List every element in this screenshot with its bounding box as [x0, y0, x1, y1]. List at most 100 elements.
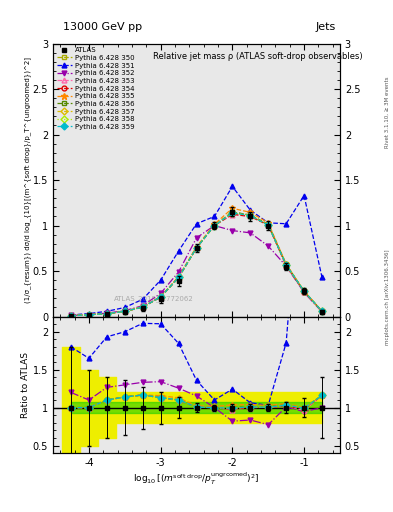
Pythia 6.428 358: [69, 313, 73, 319]
Pythia 6.428 351: [176, 248, 181, 254]
Pythia 6.428 357: [140, 304, 145, 310]
Pythia 6.428 354: [122, 308, 127, 314]
Pythia 6.428 357: [69, 313, 73, 319]
Pythia 6.428 356: [86, 312, 91, 318]
Pythia 6.428 351: [266, 220, 270, 226]
Pythia 6.428 351: [158, 277, 163, 283]
Pythia 6.428 359: [284, 262, 288, 268]
Pythia 6.428 353: [194, 245, 199, 251]
Pythia 6.428 353: [230, 211, 235, 218]
Pythia 6.428 354: [86, 312, 91, 318]
Pythia 6.428 354: [176, 274, 181, 281]
Pythia 6.428 355: [284, 261, 288, 267]
Pythia 6.428 352: [320, 309, 324, 315]
Pythia 6.428 359: [69, 313, 73, 319]
Pythia 6.428 351: [105, 308, 109, 314]
Pythia 6.428 354: [158, 294, 163, 300]
Pythia 6.428 359: [86, 312, 91, 318]
Pythia 6.428 355: [230, 205, 235, 211]
Pythia 6.428 352: [284, 263, 288, 269]
Pythia 6.428 359: [320, 308, 324, 314]
Pythia 6.428 353: [212, 223, 217, 229]
Pythia 6.428 350: [212, 223, 217, 229]
Pythia 6.428 355: [266, 220, 270, 226]
X-axis label: $\log_{10}[(m^{\mathregular{soft\ drop}}/p_T^{\mathregular{ungroomed}})^2]$: $\log_{10}[(m^{\mathregular{soft\ drop}}…: [133, 471, 260, 487]
Pythia 6.428 351: [230, 183, 235, 189]
Pythia 6.428 350: [266, 221, 270, 227]
Pythia 6.428 358: [86, 312, 91, 318]
Pythia 6.428 354: [105, 310, 109, 316]
Pythia 6.428 356: [158, 294, 163, 300]
Pythia 6.428 353: [122, 308, 127, 314]
Pythia 6.428 355: [302, 288, 307, 294]
Pythia 6.428 359: [122, 308, 127, 314]
Pythia 6.428 357: [266, 222, 270, 228]
Pythia 6.428 350: [320, 308, 324, 314]
Pythia 6.428 358: [140, 304, 145, 310]
Pythia 6.428 353: [105, 310, 109, 316]
Pythia 6.428 357: [212, 223, 217, 229]
Pythia 6.428 357: [194, 245, 199, 251]
Text: Rivet 3.1.10, ≥ 3M events: Rivet 3.1.10, ≥ 3M events: [385, 77, 389, 148]
Pythia 6.428 359: [248, 212, 253, 219]
Pythia 6.428 359: [158, 294, 163, 300]
Pythia 6.428 354: [212, 223, 217, 229]
Pythia 6.428 358: [176, 274, 181, 281]
Pythia 6.428 355: [248, 209, 253, 216]
Pythia 6.428 355: [194, 244, 199, 250]
Line: Pythia 6.428 356: Pythia 6.428 356: [68, 209, 325, 318]
Pythia 6.428 352: [248, 230, 253, 236]
Pythia 6.428 359: [230, 210, 235, 216]
Pythia 6.428 352: [105, 310, 109, 316]
Pythia 6.428 356: [230, 209, 235, 215]
Pythia 6.428 359: [176, 274, 181, 281]
Pythia 6.428 356: [122, 308, 127, 314]
Pythia 6.428 356: [284, 262, 288, 268]
Pythia 6.428 358: [230, 210, 235, 216]
Pythia 6.428 351: [320, 274, 324, 281]
Text: Jets: Jets: [316, 22, 336, 32]
Pythia 6.428 356: [212, 223, 217, 229]
Pythia 6.428 352: [158, 290, 163, 296]
Pythia 6.428 352: [302, 289, 307, 295]
Pythia 6.428 353: [158, 294, 163, 300]
Pythia 6.428 352: [86, 311, 91, 317]
Pythia 6.428 358: [320, 308, 324, 314]
Line: Pythia 6.428 358: Pythia 6.428 358: [68, 210, 325, 318]
Pythia 6.428 358: [284, 262, 288, 268]
Pythia 6.428 359: [140, 304, 145, 310]
Pythia 6.428 354: [140, 304, 145, 310]
Pythia 6.428 359: [212, 223, 217, 229]
Pythia 6.428 356: [194, 245, 199, 251]
Pythia 6.428 357: [302, 288, 307, 294]
Pythia 6.428 353: [69, 313, 73, 319]
Pythia 6.428 353: [284, 263, 288, 269]
Pythia 6.428 356: [266, 222, 270, 228]
Pythia 6.428 357: [176, 274, 181, 281]
Text: mcplots.cern.ch [arXiv:1306.3436]: mcplots.cern.ch [arXiv:1306.3436]: [385, 249, 389, 345]
Pythia 6.428 358: [194, 245, 199, 251]
Pythia 6.428 356: [302, 288, 307, 294]
Pythia 6.428 356: [69, 313, 73, 319]
Pythia 6.428 355: [122, 308, 127, 314]
Pythia 6.428 355: [320, 308, 324, 314]
Pythia 6.428 358: [248, 212, 253, 219]
Pythia 6.428 355: [176, 273, 181, 280]
Pythia 6.428 357: [248, 212, 253, 219]
Pythia 6.428 356: [105, 310, 109, 316]
Pythia 6.428 354: [320, 308, 324, 314]
Pythia 6.428 350: [176, 275, 181, 281]
Pythia 6.428 358: [158, 294, 163, 300]
Pythia 6.428 354: [230, 211, 235, 217]
Pythia 6.428 354: [69, 313, 73, 319]
Line: Pythia 6.428 354: Pythia 6.428 354: [68, 212, 325, 318]
Pythia 6.428 350: [69, 313, 73, 319]
Pythia 6.428 356: [320, 308, 324, 314]
Line: Pythia 6.428 357: Pythia 6.428 357: [68, 210, 325, 318]
Legend: ATLAS, Pythia 6.428 350, Pythia 6.428 351, Pythia 6.428 352, Pythia 6.428 353, P: ATLAS, Pythia 6.428 350, Pythia 6.428 35…: [55, 45, 136, 132]
Text: Relative jet mass ρ (ATLAS soft-drop observables): Relative jet mass ρ (ATLAS soft-drop obs…: [153, 52, 363, 61]
Pythia 6.428 358: [302, 288, 307, 294]
Text: ATLAS_2019_I1772062: ATLAS_2019_I1772062: [114, 295, 193, 302]
Pythia 6.428 351: [194, 221, 199, 227]
Pythia 6.428 352: [194, 235, 199, 241]
